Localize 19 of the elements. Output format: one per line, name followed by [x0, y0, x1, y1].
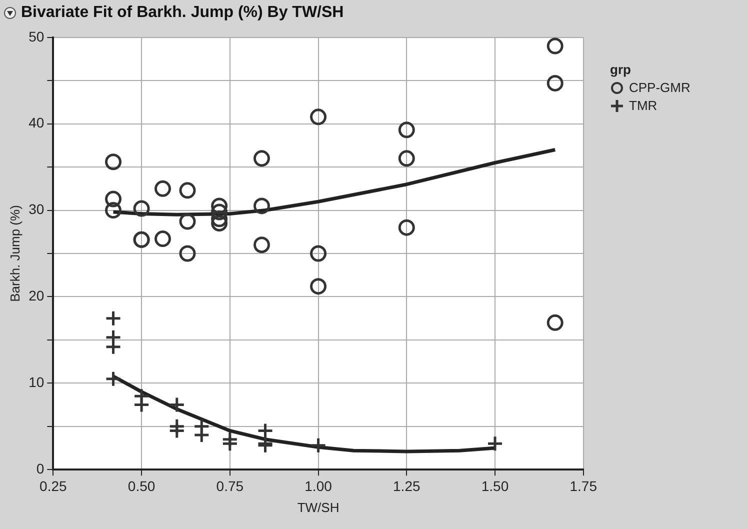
x-axis-title: TW/SH: [297, 500, 340, 515]
x-tick-label: 0.50: [128, 478, 156, 494]
x-tick-label: 0.25: [40, 478, 68, 494]
y-tick-label: 10: [28, 374, 44, 390]
y-tick-label: 30: [28, 201, 44, 218]
y-axis-title: Barkh. Jump (%): [7, 205, 22, 302]
y-tick-label: 0: [36, 460, 44, 476]
x-tick-label: 1.00: [304, 478, 332, 494]
y-tick-label: 20: [28, 288, 44, 304]
y-tick-label: 40: [28, 114, 44, 131]
legend-label: CPP-GMR: [629, 80, 690, 95]
legend-label: TMR: [629, 98, 658, 113]
x-tick-label: 1.50: [481, 478, 509, 494]
legend-title: grp: [610, 62, 632, 77]
y-tick-label: 50: [28, 28, 44, 44]
chart-title: Bivariate Fit of Barkh. Jump (%) By TW/SH: [21, 4, 344, 22]
x-tick-label: 0.75: [216, 478, 244, 494]
x-tick-label: 1.25: [393, 478, 420, 494]
x-tick-label: 1.75: [570, 478, 598, 494]
